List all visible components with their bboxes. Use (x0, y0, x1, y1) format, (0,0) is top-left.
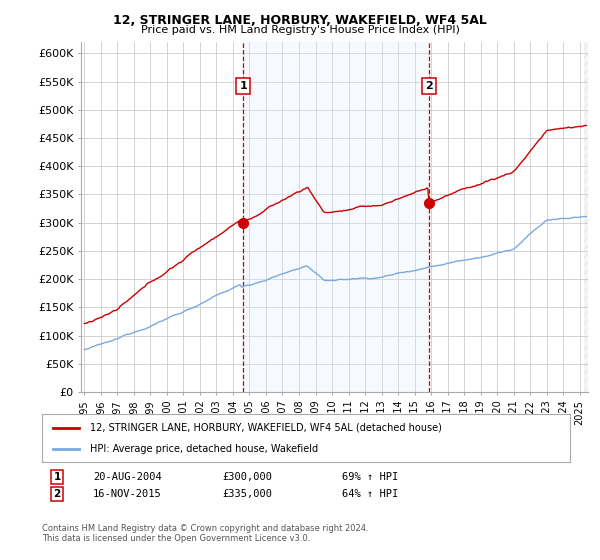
Text: 20-AUG-2004: 20-AUG-2004 (93, 472, 162, 482)
Text: 1: 1 (53, 472, 61, 482)
Text: 2: 2 (425, 81, 433, 91)
Text: 64% ↑ HPI: 64% ↑ HPI (342, 489, 398, 499)
Text: Price paid vs. HM Land Registry's House Price Index (HPI): Price paid vs. HM Land Registry's House … (140, 25, 460, 35)
Text: 1: 1 (239, 81, 247, 91)
Text: 69% ↑ HPI: 69% ↑ HPI (342, 472, 398, 482)
Text: 12, STRINGER LANE, HORBURY, WAKEFIELD, WF4 5AL: 12, STRINGER LANE, HORBURY, WAKEFIELD, W… (113, 14, 487, 27)
Text: Contains HM Land Registry data © Crown copyright and database right 2024.
This d: Contains HM Land Registry data © Crown c… (42, 524, 368, 543)
Bar (584, 42, 588, 392)
Text: 16-NOV-2015: 16-NOV-2015 (93, 489, 162, 499)
Text: £335,000: £335,000 (222, 489, 272, 499)
Bar (244, 42, 429, 392)
Text: 2: 2 (53, 489, 61, 499)
Text: 12, STRINGER LANE, HORBURY, WAKEFIELD, WF4 5AL (detached house): 12, STRINGER LANE, HORBURY, WAKEFIELD, W… (89, 423, 442, 433)
Text: £300,000: £300,000 (222, 472, 272, 482)
Text: HPI: Average price, detached house, Wakefield: HPI: Average price, detached house, Wake… (89, 444, 317, 454)
